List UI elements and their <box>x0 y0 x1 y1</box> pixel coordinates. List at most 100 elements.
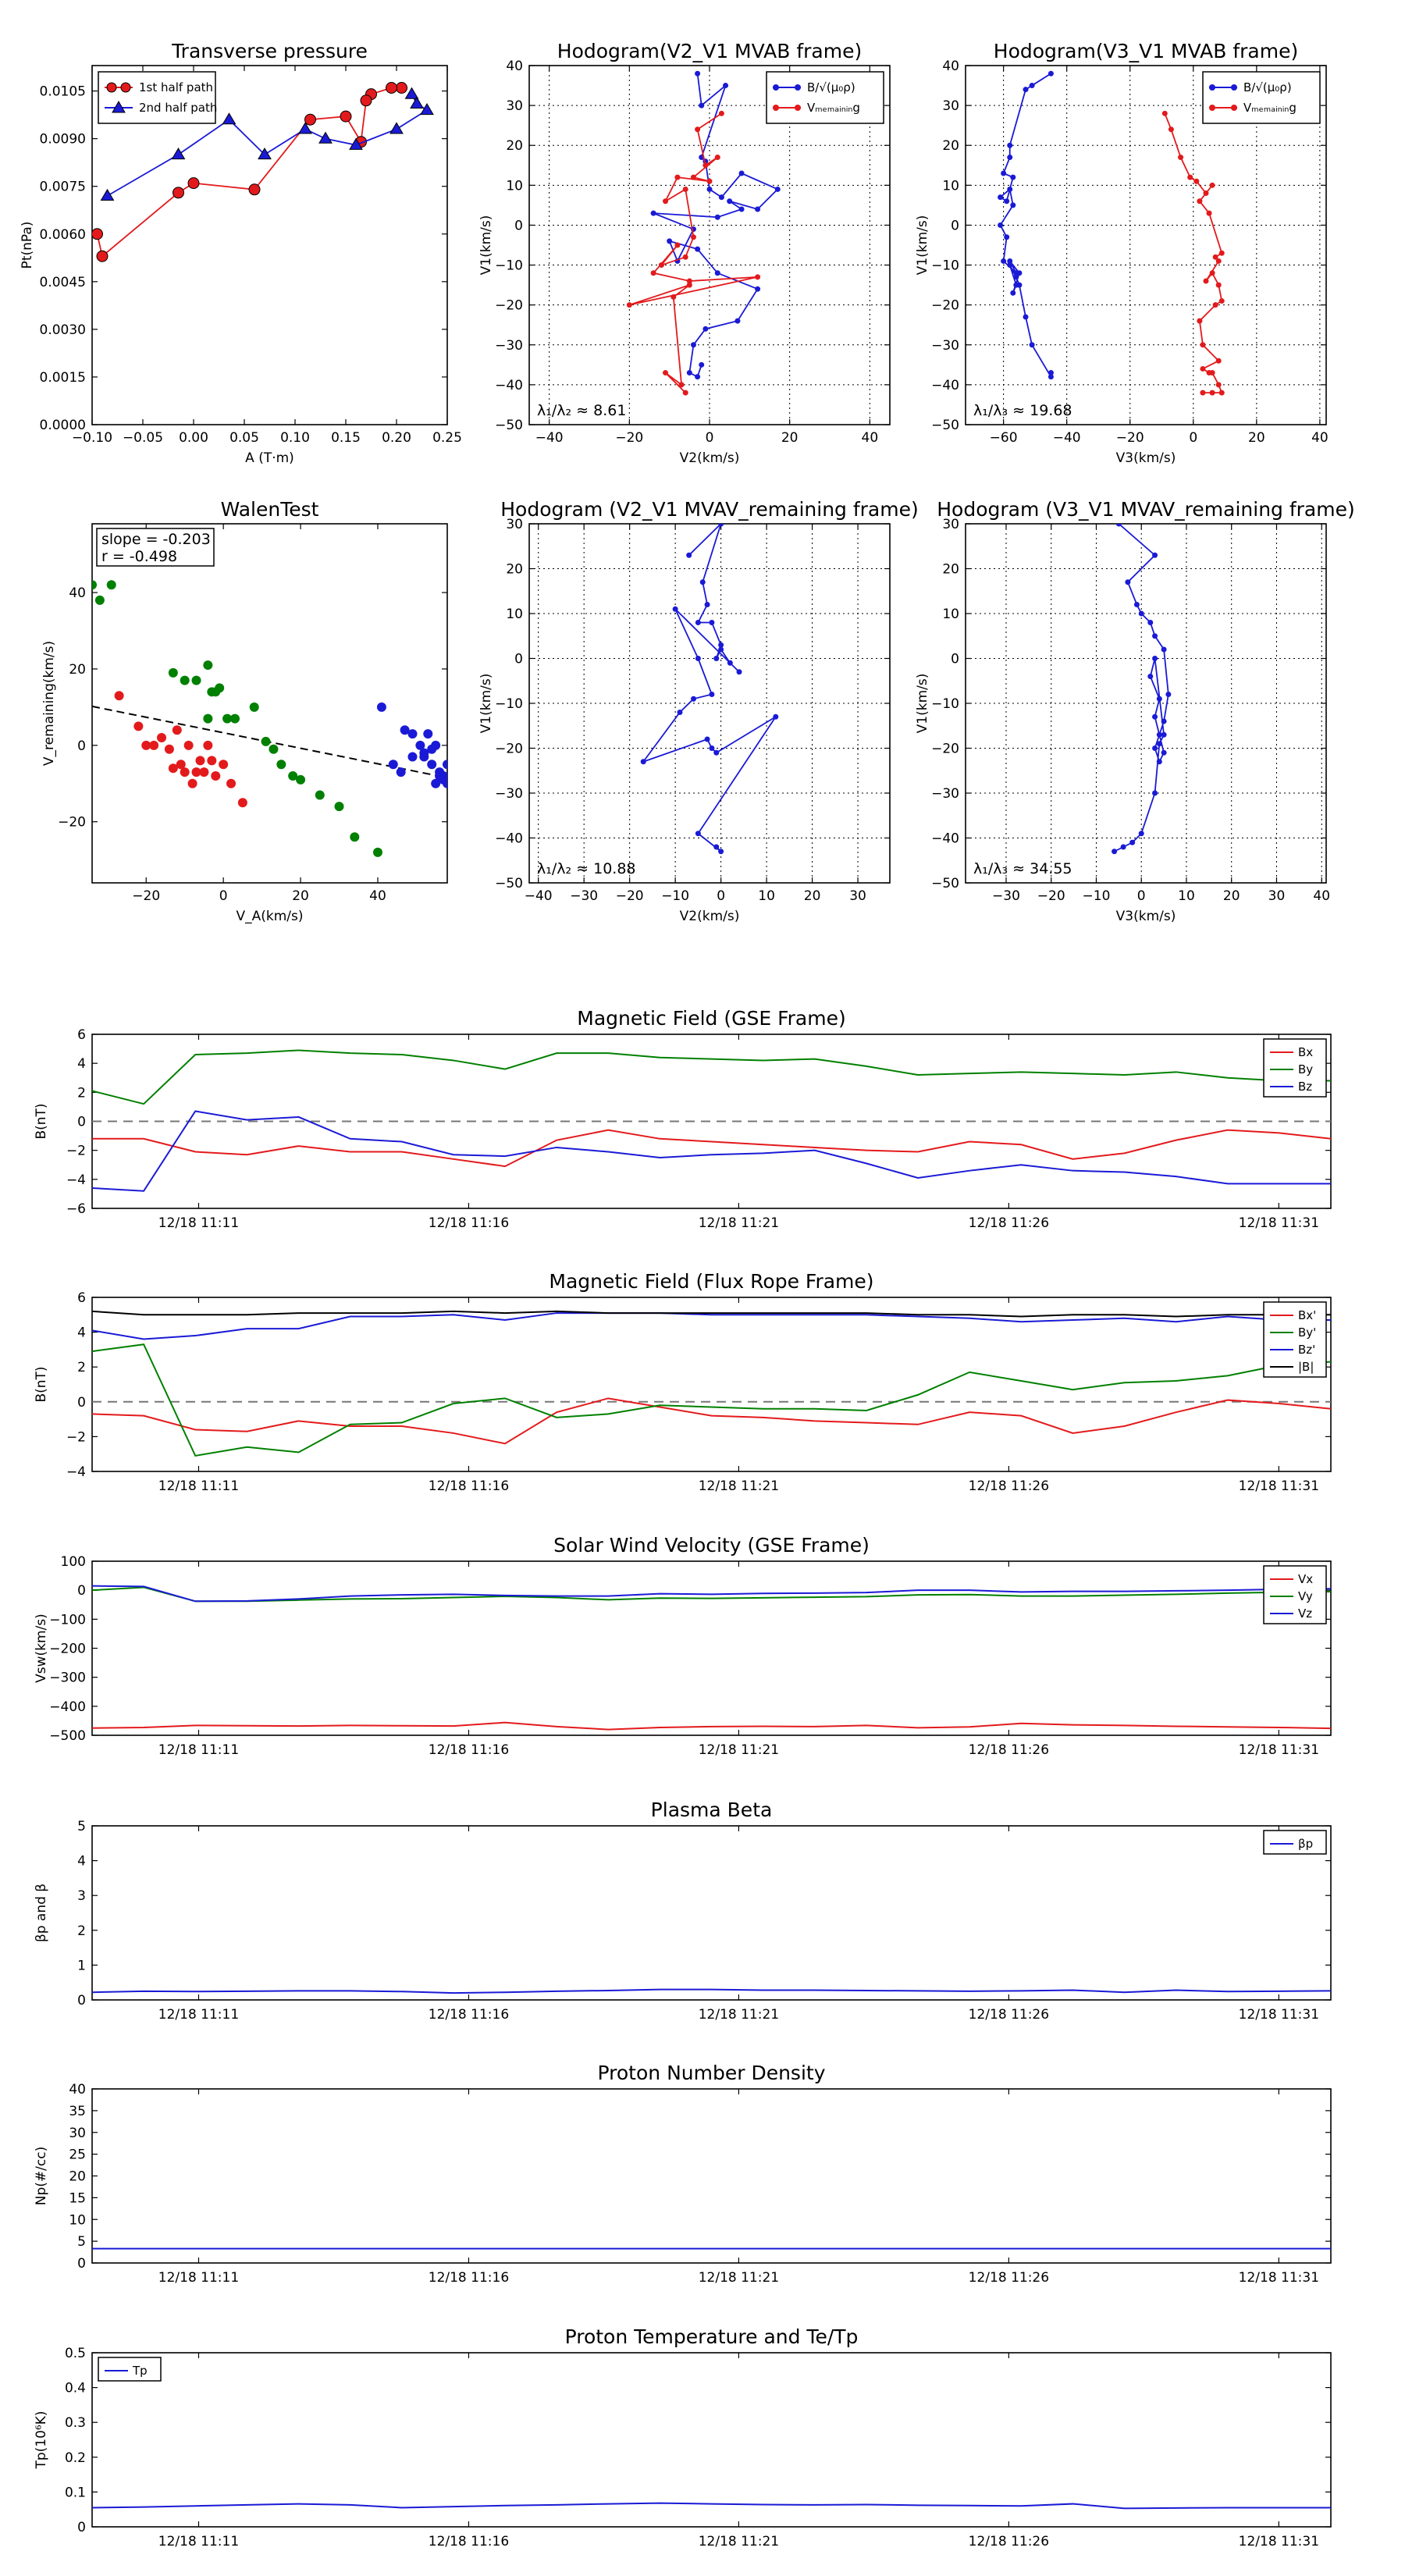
data-point <box>114 691 124 701</box>
data-point <box>1200 390 1206 396</box>
data-point <box>304 113 316 126</box>
y-tick-label: 0.3 <box>65 2415 86 2431</box>
data-point <box>774 186 781 192</box>
x-tick-label: 30 <box>1268 888 1286 904</box>
y-tick-label: 30 <box>69 2126 86 2141</box>
y-axis-label: V1(km/s) <box>915 215 930 276</box>
y-tick-label: −30 <box>495 338 523 354</box>
data-point <box>1215 382 1222 388</box>
x-tick-label: 12/18 11:11 <box>158 2534 239 2549</box>
data-point <box>1007 155 1013 161</box>
y-tick-label: 30 <box>942 517 959 532</box>
data-point <box>248 183 261 196</box>
data-point <box>709 620 715 625</box>
y-tick-label: 0 <box>77 2520 86 2535</box>
legend-label: Bz <box>1298 1080 1312 1094</box>
chart-walen_test: −20 0 20 40 −20 0 20 40 WalenTest V_A(km/s) V_rema… <box>41 498 448 924</box>
data-point <box>699 579 706 585</box>
y-axis-label: B(nT) <box>34 1103 49 1139</box>
data-point <box>415 740 425 750</box>
x-tick-label: 0.20 <box>382 430 411 446</box>
y-tick-label: 25 <box>69 2147 86 2163</box>
data-point <box>372 847 382 857</box>
data-point <box>296 774 306 785</box>
data-point <box>315 790 325 800</box>
series-line-named <box>629 112 758 393</box>
chart-proton_temperature: 0 0.1 0.2 0.3 0.4 0.5 12/18 11:11 12/18 11:16 12… <box>34 2325 1332 2549</box>
data-point <box>187 778 197 788</box>
chart-title: WalenTest <box>221 498 319 521</box>
x-tick-label: 12/18 11:11 <box>158 2007 239 2023</box>
legend-marker <box>1209 84 1215 91</box>
y-tick-label: 4 <box>77 1325 86 1341</box>
data-point <box>736 669 742 675</box>
y-tick-label: 0.0060 <box>40 227 86 243</box>
y-tick-label: 4 <box>77 1854 86 1870</box>
legend-label: Vₘₑₘₐᵢₙᵢₙg <box>1243 101 1297 115</box>
data-point <box>695 374 701 380</box>
y-axis-label: V1(km/s) <box>915 674 930 734</box>
legend-label: 2nd half path <box>139 101 217 115</box>
data-point <box>1161 110 1168 116</box>
data-point <box>191 767 201 777</box>
data-point <box>407 729 418 739</box>
legend-label: Vz <box>1298 1606 1312 1621</box>
data-point <box>157 733 167 743</box>
x-tick-label: 12/18 11:31 <box>1239 2007 1319 2023</box>
x-tick-label: 12/18 11:26 <box>969 1215 1049 1231</box>
annotation-text: slope = -0.203 <box>101 531 211 548</box>
chart-title: Proton Temperature and Te/Tp <box>565 2325 859 2348</box>
data-point <box>755 274 761 280</box>
data-point <box>171 147 186 160</box>
x-tick-label: −10 <box>661 888 689 904</box>
data-point <box>318 131 333 144</box>
data-point <box>718 646 724 653</box>
x-tick-label: −10 <box>1083 888 1111 904</box>
data-point <box>686 282 692 288</box>
y-tick-label: 0.0090 <box>40 132 86 148</box>
data-point <box>404 87 419 99</box>
y-tick-label: −30 <box>931 786 959 802</box>
y-axis-label: βp and β <box>34 1884 49 1942</box>
data-point <box>1023 87 1029 93</box>
y-tick-label: 0.0015 <box>40 370 86 386</box>
x-tick-label: −60 <box>990 430 1018 446</box>
x-tick-label: 20 <box>1248 430 1265 446</box>
legend-label: By' <box>1298 1325 1316 1340</box>
chart-title: Hodogram(V3_V1 MVAB frame) <box>994 40 1298 62</box>
y-tick-label: 20 <box>942 138 959 154</box>
y-axis-label: Pt(nPa) <box>20 222 35 269</box>
data-point <box>650 210 656 216</box>
x-tick-label: −20 <box>132 888 160 904</box>
y-tick-label: 2 <box>77 1923 86 1939</box>
hodo_v2v1_mvav-frame <box>528 523 891 884</box>
data-point <box>718 642 724 648</box>
data-point <box>1209 370 1215 376</box>
annotation-box <box>96 528 215 567</box>
series-line <box>92 1129 1332 1168</box>
data-point <box>1197 198 1203 205</box>
x-tick-label: 12/18 11:11 <box>158 1742 239 1758</box>
data-point <box>718 849 724 855</box>
y-tick-label: −20 <box>58 815 86 831</box>
data-point <box>755 206 761 212</box>
x-tick-label: 30 <box>849 888 866 904</box>
data-point <box>1133 602 1140 607</box>
hodo_v3v1_mvav-frame <box>965 523 1327 884</box>
chart-plasma_beta: 0 1 2 3 4 5 12/18 11:11 12/18 11:16 12/18 11:21 1… <box>34 1799 1332 2023</box>
legend-box <box>1263 1301 1327 1378</box>
y-axis-label: Tp(10⁶K) <box>34 2411 49 2469</box>
data-point <box>626 302 632 308</box>
data-point <box>674 174 681 180</box>
data-point <box>1010 174 1016 180</box>
x-tick-label: 40 <box>1311 430 1329 446</box>
series-line <box>91 1585 1332 1603</box>
data-point <box>288 770 298 781</box>
data-point <box>199 767 209 777</box>
x-tick-label: 12/18 11:21 <box>699 2534 779 2549</box>
data-point <box>396 81 407 94</box>
legend-marker <box>795 84 801 91</box>
data-point <box>349 137 363 150</box>
y-tick-label: 30 <box>506 98 523 114</box>
data-point <box>640 759 646 765</box>
